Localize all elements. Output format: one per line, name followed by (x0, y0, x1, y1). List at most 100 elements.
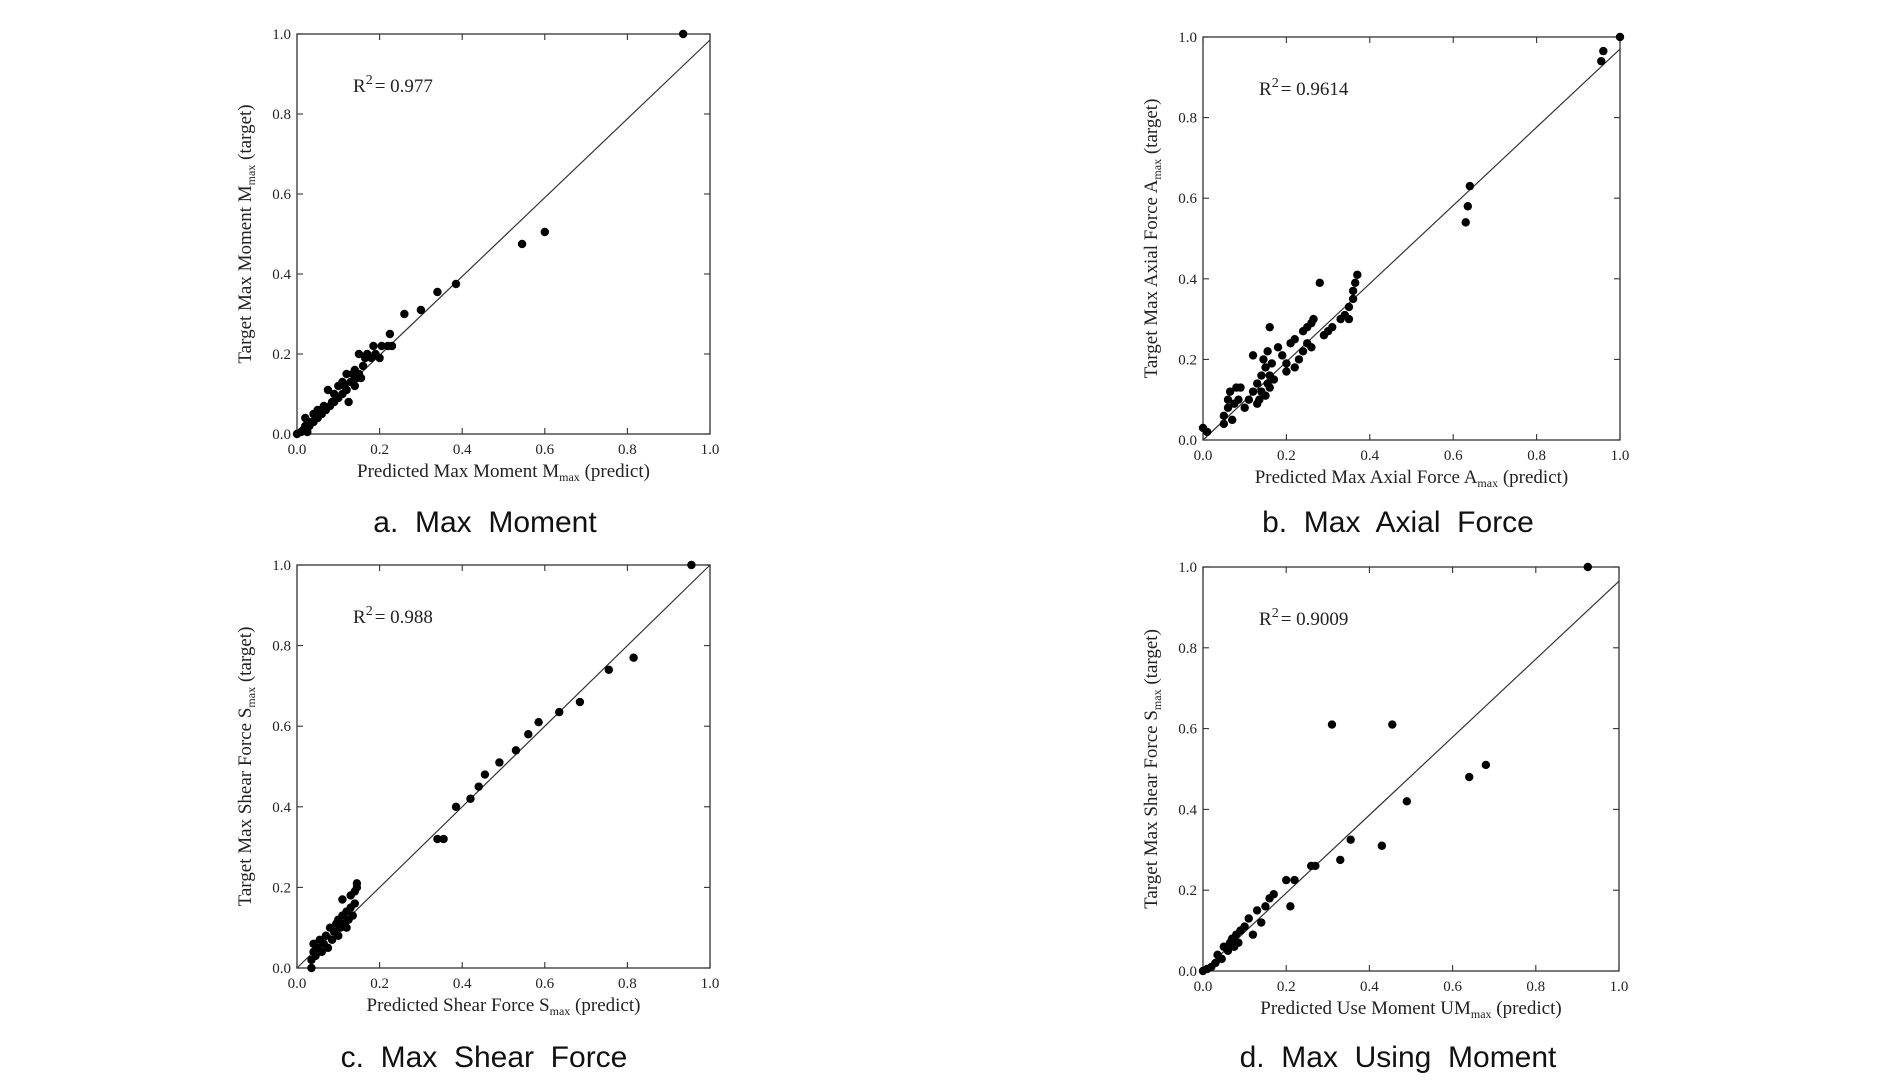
data-point (348, 911, 357, 920)
data-point (1336, 855, 1345, 865)
data-point (369, 341, 378, 351)
data-point (1290, 875, 1299, 885)
data-point (1465, 181, 1475, 191)
r-squared-value: = 0.9009 (1281, 609, 1349, 630)
data-point (1311, 861, 1320, 871)
data-point (317, 947, 326, 957)
x-tick-label: 0.0 (1194, 979, 1213, 995)
x-tick-label: 0.6 (535, 976, 554, 992)
data-point (1257, 371, 1266, 380)
chart-panel-b: 0.0 0.2 0.4 0.6 0.8 1.0 0.0 0.2 0.4 0.6 0.8 1.0 R2 = … (1141, 30, 1629, 539)
data-point (1597, 56, 1606, 66)
data-point (1253, 379, 1262, 388)
r-squared-value: = 0.988 (375, 607, 433, 628)
y-tick-label: 1.0 (1178, 560, 1197, 576)
data-point (433, 287, 442, 297)
data-point (1240, 403, 1249, 412)
r-squared-symbol: R (1259, 609, 1272, 630)
data-point (1298, 347, 1308, 356)
panel-caption: a. Max Moment (373, 506, 597, 539)
data-point (687, 560, 696, 570)
data-point (517, 239, 527, 249)
data-point (451, 279, 461, 289)
y-tick-label: 0.6 (272, 719, 291, 735)
data-point (387, 341, 397, 351)
data-point (400, 309, 409, 319)
y-tick-label: 0.0 (1178, 433, 1197, 449)
y-tick-label: 0.4 (272, 267, 291, 283)
plot-frame (1202, 566, 1620, 972)
data-point (1244, 395, 1254, 404)
y-tick-label: 0.6 (1178, 191, 1197, 207)
x-tick-label: 0.8 (1526, 979, 1545, 995)
data-point (1599, 46, 1608, 56)
x-tick-label: 0.4 (453, 442, 472, 458)
x-tick-label: 0.0 (288, 442, 307, 458)
y-tick-label: 0.8 (272, 639, 291, 655)
data-point (1309, 314, 1318, 324)
data-point (524, 730, 533, 739)
y-tick-label: 1.0 (272, 558, 291, 574)
data-point (1248, 351, 1258, 360)
y-tick-label: 0.2 (272, 347, 291, 363)
x-tick-label: 0.4 (453, 976, 472, 992)
fit-line (1202, 580, 1620, 972)
x-tick-label: 1.0 (1610, 979, 1629, 995)
plot-frame (296, 564, 711, 969)
data-point (311, 951, 320, 961)
data-point (1234, 938, 1243, 947)
data-point (1344, 302, 1354, 312)
x-tick-label: 1.0 (701, 976, 720, 992)
data-point (327, 935, 337, 944)
data-point (1377, 841, 1387, 850)
data-point (377, 341, 386, 351)
data-point (1344, 314, 1354, 324)
data-point (1269, 890, 1278, 899)
r-squared-symbol: R (353, 607, 366, 628)
x-tick-label: 0.8 (618, 442, 637, 458)
x-tick-label: 1.0 (701, 442, 720, 458)
data-point (466, 794, 475, 803)
data-point (342, 923, 351, 932)
data-point (1219, 419, 1229, 429)
y-axis-label: Target Max Axial Force Amax (target) (1141, 99, 1164, 379)
data-point (1223, 946, 1233, 955)
data-point (1286, 902, 1295, 911)
x-tick-label: 0.6 (1444, 448, 1463, 464)
data-point (358, 361, 368, 371)
data-point (1223, 403, 1233, 412)
data-point (342, 385, 351, 395)
data-point (1273, 343, 1283, 352)
data-point (1294, 355, 1304, 364)
data-point (1223, 395, 1233, 404)
x-tick-label: 0.4 (1360, 979, 1379, 995)
x-tick-label: 0.2 (1277, 979, 1296, 995)
fit-line (296, 564, 711, 969)
x-tick-label: 0.6 (535, 442, 554, 458)
data-point (352, 879, 362, 888)
plot-frame (296, 33, 711, 435)
y-tick-label: 0.8 (1178, 641, 1197, 657)
data-point (1257, 918, 1266, 927)
x-tick-label: 0.8 (618, 976, 637, 992)
data-point (1290, 363, 1299, 372)
data-point (1236, 383, 1245, 392)
data-point (1211, 958, 1220, 968)
data-point (1255, 395, 1264, 404)
data-point (323, 943, 333, 953)
data-point (1225, 387, 1235, 396)
x-tick-label: 0.6 (1443, 979, 1462, 995)
y-tick-label: 1.0 (272, 27, 291, 43)
data-point (334, 931, 343, 940)
y-tick-label: 0.0 (1178, 964, 1197, 980)
data-point (1248, 930, 1258, 939)
x-axis-label: Predicted Max Axial Force Amax (predict) (1255, 467, 1569, 490)
y-tick-label: 0.6 (1178, 722, 1197, 738)
data-point (511, 746, 521, 755)
data-point (1461, 218, 1470, 227)
data-point (350, 899, 360, 908)
r-squared-label: R2 = 0.977 (353, 73, 433, 97)
r-squared-value: = 0.977 (375, 76, 433, 97)
data-point (1388, 720, 1397, 729)
